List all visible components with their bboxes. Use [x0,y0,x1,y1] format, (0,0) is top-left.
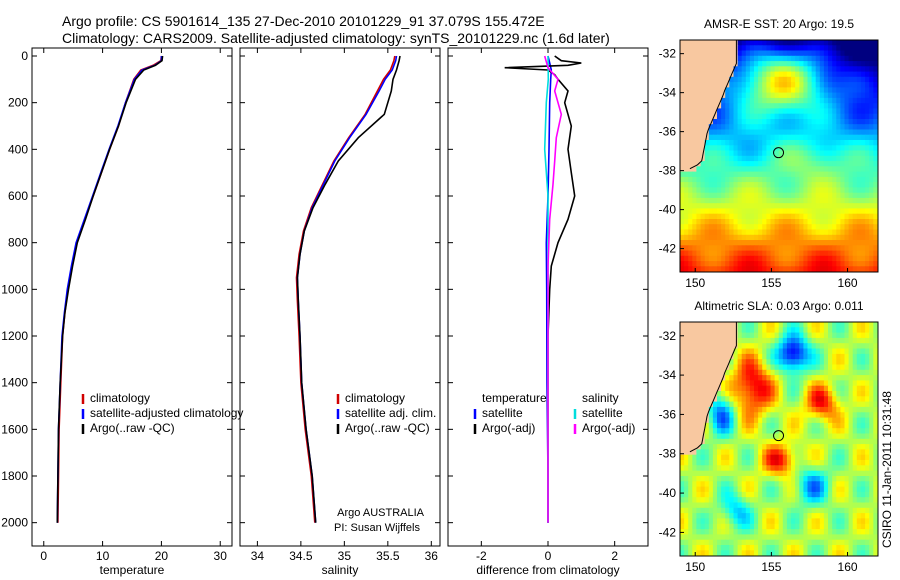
legend-entry: Argo(..raw -QC) [345,421,430,435]
map-ytick-label: -42 [659,242,677,256]
temperature-series [56,55,164,523]
legend-entry: Argo(..raw -QC) [90,421,175,435]
panel-salinity: 34 34.5 35 35.5 36 salinity [239,47,441,577]
salinity-xtick-label: 36 [425,549,439,563]
map-ytick-label: -34 [659,86,677,100]
argo-position-marker [773,430,785,442]
salinity-xlabel: salinity [322,563,359,577]
coastline [689,322,737,453]
depth-tick-label: 1200 [1,329,28,343]
series-line-argo-raw-qc- [56,55,164,523]
salinity-axes-box [239,47,441,547]
map-panels: AMSR-E SST: 20 Argo: 19.5 150 155 160 -32 -34… [659,17,879,574]
depth-tick-label: 600 [8,189,28,203]
sst-map-axes-box [679,39,879,273]
annotation-line-2: PI: Susan Wijffels [334,522,420,534]
sst-map-title: AMSR-E SST: 20 Argo: 19.5 [704,17,854,31]
argo-position-marker [773,147,785,159]
map-ytick-label: -36 [659,407,677,421]
series-line-argo-raw-qc- [296,55,401,523]
series-line-temperature-satellite [545,55,553,523]
annotation-line-1: Argo AUSTRALIA [337,507,424,519]
map-xtick-label: 150 [685,276,705,290]
sla-map-field [680,322,878,556]
difference-xtick-label: 2 [611,549,618,563]
map-ytick-label: -42 [659,525,677,539]
depth-tick-label: 200 [8,96,28,110]
sla-map-axes-box [679,321,879,557]
salinity-xtick-label: 34 [251,549,265,563]
depth-tick-label: 1400 [1,376,28,390]
temperature-xtick-label: 30 [214,549,228,563]
legend-entry: satellite [482,406,523,420]
depth-tick-label: 2000 [1,516,28,530]
legend-entry: satellite adj. clim. [345,406,436,420]
map-ytick-label: -40 [659,203,677,217]
panel-temperature: 0 10 20 30 temperature 0 200 400 600 800 1000 1200 1… [1,47,233,577]
series-line-temperature-argo-adj- [504,55,582,523]
temperature-xtick-label: 0 [40,549,47,563]
legend-entry: climatology [345,391,405,405]
panel-sst-map: AMSR-E SST: 20 Argo: 19.5 150 155 160 -32 -34… [659,17,879,290]
map-xtick-label: 155 [761,276,781,290]
temperature-axes-box [31,47,233,547]
salinity-xtick-label: 34.5 [289,549,313,563]
sst-map-field [680,40,878,272]
legend-heading: salinity [582,391,619,405]
temperature-xlabel: temperature [100,563,165,577]
salinity-annotation: Argo AUSTRALIA PI: Susan Wijffels [334,507,425,534]
map-ytick-label: -32 [659,329,677,343]
map-ytick-label: -38 [659,447,677,461]
map-ytick-label: -34 [659,368,677,382]
map-ytick-label: -32 [659,47,677,61]
legend-heading: temperature [482,391,547,405]
depth-tick-label: 400 [8,142,28,156]
depth-tick-label: 1800 [1,469,28,483]
map-xtick-label: 155 [761,560,781,574]
salinity-series [295,55,401,523]
header-line-1: Argo profile: CS 5901614_135 27-Dec-2010… [62,13,545,29]
legend-entry: satellite [582,406,623,420]
temperature-xtick-label: 20 [155,549,169,563]
difference-xtick-label: 0 [545,549,552,563]
depth-tick-label: 800 [8,236,28,250]
temperature-xtick-label: 10 [96,549,110,563]
salinity-xtick-label: 35.5 [376,549,400,563]
depth-tick-label: 1600 [1,422,28,436]
difference-legend: temperature salinitysatelliteArgo(-adj)sa… [473,391,635,435]
depth-tick-label: 1000 [1,282,28,296]
legend-entry: Argo(-adj) [582,421,635,435]
header-line-2: Climatology: CARS2009. Satellite-adjuste… [62,30,610,46]
map-xtick-label: 160 [838,276,858,290]
legend-entry: Argo(-adj) [482,421,535,435]
legend-entry: satellite-adjusted climatology [90,406,243,420]
depth-tick-label: 0 [21,49,28,63]
coastline [689,40,737,170]
profile-panels: 0 10 20 30temperature0200400600800100012001… [1,47,649,577]
map-xtick-label: 150 [685,560,705,574]
map-ytick-label: -38 [659,164,677,178]
salinity-xtick-label: 35 [338,549,352,563]
map-ytick-label: -36 [659,125,677,139]
sla-map-title: Altimetric SLA: 0.03 Argo: 0.011 [694,299,864,313]
difference-xlabel: difference from climatology [476,563,619,577]
map-xtick-label: 160 [838,560,858,574]
series-line-salinity-argo-adj- [543,55,563,523]
figure-header: Argo profile: CS 5901614_135 27-Dec-2010… [62,13,610,47]
panel-sla-map: Altimetric SLA: 0.03 Argo: 0.011 150 155 16… [659,299,879,574]
map-ytick-label: -40 [659,486,677,500]
difference-series [504,55,582,523]
difference-xtick-label: -2 [476,549,487,563]
legend-entry: climatology [90,391,150,405]
